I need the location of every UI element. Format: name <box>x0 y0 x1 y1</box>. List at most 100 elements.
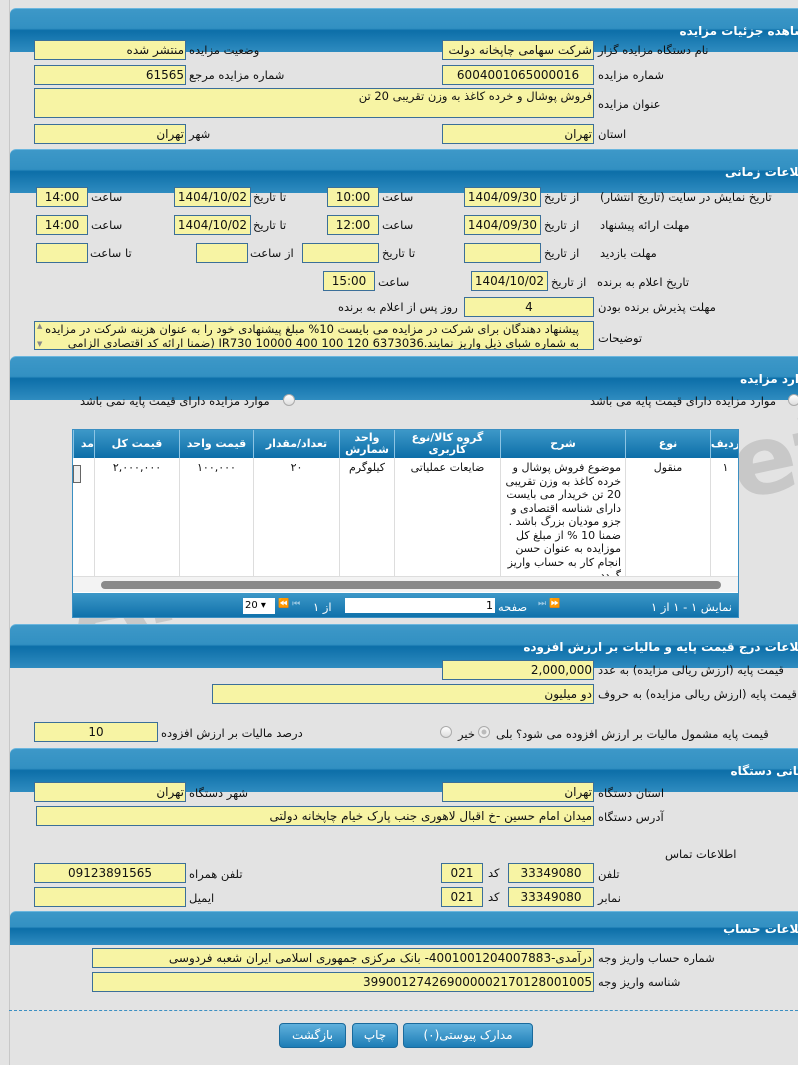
cell-type: منقول <box>625 458 710 576</box>
offer-from-time-field[interactable]: 12:00 <box>327 215 379 235</box>
from-time-label: از ساعت <box>250 246 294 260</box>
fax-label: نمابر <box>598 891 621 905</box>
col-unit: واحد شمارش <box>339 430 394 458</box>
cell-total: ۲,۰۰۰,۰۰۰ <box>94 458 179 576</box>
cell-qty: ۲۰ <box>253 458 339 576</box>
org-city-label: شهر دستگاه <box>189 786 249 800</box>
phone-field[interactable]: 33349080 <box>508 863 594 883</box>
subject-label: عنوان مزایده <box>598 97 661 111</box>
announce-time-field[interactable]: 15:00 <box>323 271 375 291</box>
to-date-label: تا تاریخ <box>253 190 287 204</box>
number-label: شماره مزایده <box>598 68 664 82</box>
pager-first-next-icons[interactable]: ⏭ ⏩ <box>538 599 561 609</box>
offer-to-field[interactable]: 1404/10/02 <box>174 215 251 235</box>
ref-field[interactable]: 61565 <box>34 65 186 85</box>
org-city-field[interactable]: تهران <box>34 782 186 802</box>
announce-label: تاریخ اعلام به برنده <box>597 275 690 289</box>
time-label: ساعت <box>91 190 123 204</box>
back-button[interactable]: بازگشت <box>279 1023 346 1048</box>
radio-with-base-price[interactable] <box>788 394 798 406</box>
to-date-label: تا تاریخ <box>253 218 287 232</box>
col-group: گروه کالا/نوع کاربری <box>394 430 500 458</box>
org-label: نام دستگاه مزایده گزار <box>598 43 709 57</box>
visit-from-field[interactable] <box>464 243 541 263</box>
account-number-label: شماره حساب واریز وجه <box>598 951 715 965</box>
phone-code-field[interactable]: 021 <box>441 863 483 883</box>
section-title: اطلاعات درج قیمت پایه و مالیات بر ارزش ا… <box>523 640 798 654</box>
contact-label: اطلاعات تماس <box>665 847 737 861</box>
page-of: از ۱ <box>313 600 332 614</box>
chevron-down-icon: ▾ <box>260 600 266 611</box>
org-address-label: آدرس دستگاه <box>598 810 664 824</box>
scrollbar-thumb[interactable] <box>101 581 721 589</box>
account-number-field[interactable]: درآمدی-4001001204007883- بانک مرکزی جمهو… <box>92 948 594 968</box>
docs-button[interactable] <box>73 465 81 483</box>
publish-from-time-field[interactable]: 10:00 <box>327 187 379 207</box>
horizontal-scrollbar[interactable] <box>73 576 738 592</box>
description-label: توضیحات <box>598 331 643 345</box>
radio-with-label: موارد مزایده دارای قیمت پایه می باشد <box>590 394 777 408</box>
vat-percent-field[interactable]: 10 <box>34 722 158 742</box>
org-province-field[interactable]: تهران <box>442 782 594 802</box>
pager-prev-last-icons[interactable]: ⏪ ⏮ <box>278 599 301 609</box>
cell-row: ۱ <box>710 458 738 576</box>
from-date-label: از تاریخ <box>544 218 580 232</box>
description-field[interactable]: پیشنهاد دهندگان برای شرکت در مزایده می ب… <box>34 321 594 350</box>
mobile-field[interactable]: 09123891565 <box>34 863 186 883</box>
visit-to-field[interactable] <box>302 243 379 263</box>
publish-to-time-field[interactable]: 14:00 <box>36 187 88 207</box>
offer-label: مهلت ارائه پیشنهاد <box>600 218 690 232</box>
page-input[interactable]: 1 <box>345 598 495 613</box>
cell-unit: کیلوگرم <box>339 458 394 576</box>
payment-id-field[interactable]: 399001274269000002170128001005 <box>92 972 594 992</box>
pager: نمایش ۱ - ۱ از ۱ ⏭ ⏩ صفحه 1 از ۱ ⏪ ⏮ 20 … <box>73 593 738 617</box>
page-border <box>9 0 10 1065</box>
subject-field[interactable]: فروش پوشال و خرده کاغذ به وزن تقریبی 20 … <box>34 88 594 118</box>
accept-days-field[interactable]: 4 <box>464 297 594 317</box>
section-title: مشاهده جزئیات مزایده <box>679 24 798 38</box>
city-field[interactable]: تهران <box>34 124 186 144</box>
org-address-field[interactable]: میدان امام حسین -خ اقبال لاهوری جنب پارک… <box>36 806 594 826</box>
section-title: اطلاعات حساب <box>723 922 798 936</box>
vat-no-radio[interactable] <box>440 726 452 738</box>
visit-from-time-field[interactable] <box>196 243 248 263</box>
base-price-number-field[interactable]: 2,000,000 <box>442 660 594 680</box>
publish-label: تاریخ نمایش در سایت (تاریخ انتشار) <box>600 190 772 204</box>
section-title: موارد مزایده <box>740 372 798 386</box>
page-size-select[interactable]: 20 ▾ <box>243 598 275 614</box>
fax-code-field[interactable]: 021 <box>441 887 483 907</box>
from-date-label: از تاریخ <box>551 275 587 289</box>
base-price-words-field[interactable]: دو میلیون <box>212 684 594 704</box>
publish-to-field[interactable]: 1404/10/02 <box>174 187 251 207</box>
visit-to-time-field[interactable] <box>36 243 88 263</box>
section-items-header: موارد مزایده <box>10 356 798 400</box>
offer-to-time-field[interactable]: 14:00 <box>36 215 88 235</box>
status-field[interactable]: منتشر شده <box>34 40 186 60</box>
divider <box>9 1010 798 1011</box>
radio-without-base-price[interactable] <box>283 394 295 406</box>
publish-from-field[interactable]: 1404/09/30 <box>464 187 541 207</box>
col-docs: مد <box>73 430 94 458</box>
col-type: نوع <box>625 430 710 458</box>
scroll-up-icon[interactable]: ▲ <box>37 322 43 330</box>
offer-from-field[interactable]: 1404/09/30 <box>464 215 541 235</box>
number-field[interactable]: 6004001065000016 <box>442 65 594 85</box>
cell-desc: موضوع فروش پوشال و خرده کاغذ به وزن تقری… <box>500 458 625 582</box>
section-title: اطلاعات زمانی <box>725 165 798 179</box>
org-field[interactable]: شرکت سهامی چاپخانه دولت <box>442 40 594 60</box>
email-label: ایمیل <box>189 891 215 905</box>
page-label: صفحه <box>498 600 528 614</box>
email-field[interactable] <box>34 887 186 907</box>
fax-field[interactable]: 33349080 <box>508 887 594 907</box>
scroll-down-icon[interactable]: ▼ <box>37 340 43 348</box>
items-grid: ردیف نوع شرح گروه کالا/نوع کاربری واحد ش… <box>72 429 739 618</box>
print-button[interactable]: چاپ <box>352 1023 398 1048</box>
announce-date-field[interactable]: 1404/10/02 <box>471 271 548 291</box>
payment-id-label: شناسه واریز وجه <box>598 975 681 989</box>
attachments-button[interactable]: مدارک پیوستی(۰) <box>403 1023 533 1048</box>
province-field[interactable]: تهران <box>442 124 594 144</box>
col-unit-price: قیمت واحد <box>179 430 253 458</box>
visit-label: مهلت بازدید <box>600 246 657 260</box>
vat-yes-radio[interactable] <box>478 726 490 738</box>
section-timing-header: اطلاعات زمانی <box>10 149 798 193</box>
